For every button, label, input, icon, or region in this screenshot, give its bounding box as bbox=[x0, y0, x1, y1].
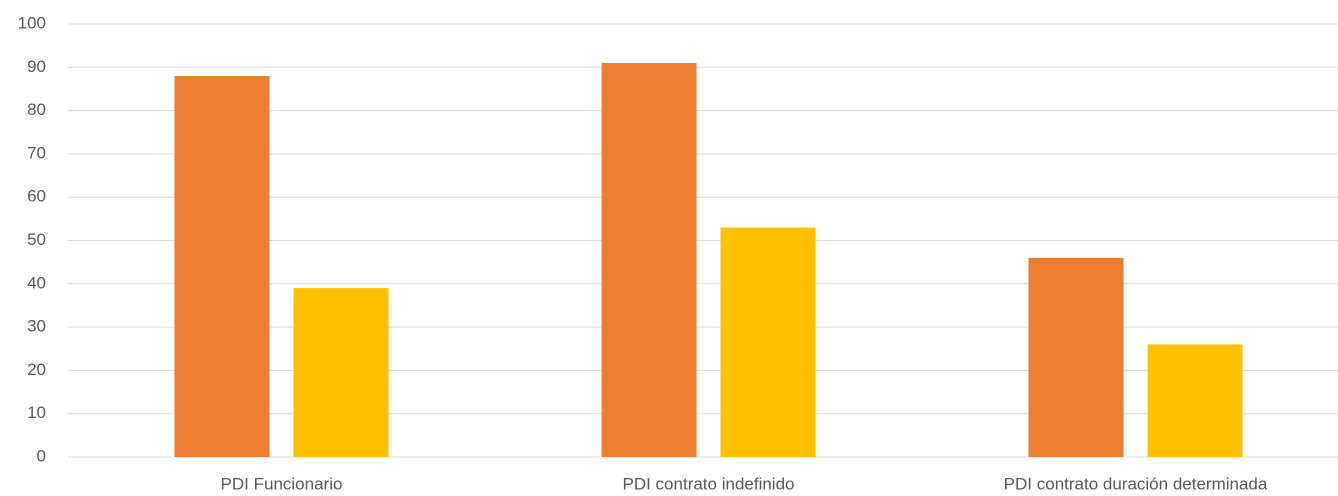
y-tick-label: 0 bbox=[37, 446, 46, 465]
bar bbox=[720, 227, 816, 457]
y-tick-label: 50 bbox=[27, 230, 46, 249]
bar bbox=[293, 288, 389, 457]
y-tick-label: 70 bbox=[27, 143, 46, 162]
bar bbox=[1147, 344, 1243, 457]
bar bbox=[1028, 257, 1124, 457]
x-tick-label: PDI contrato duración determinada bbox=[1004, 474, 1268, 493]
y-tick-label: 30 bbox=[27, 317, 46, 336]
bar bbox=[174, 75, 270, 458]
bar bbox=[601, 62, 697, 457]
y-tick-label: 10 bbox=[27, 403, 46, 422]
y-tick-label: 40 bbox=[27, 273, 46, 292]
y-tick-label: 90 bbox=[27, 57, 46, 76]
y-tick-label: 80 bbox=[27, 100, 46, 119]
x-tick-label: PDI Funcionario bbox=[221, 474, 343, 493]
y-tick-label: 60 bbox=[27, 187, 46, 206]
y-tick-label: 20 bbox=[27, 360, 46, 379]
x-tick-label: PDI contrato indefinido bbox=[623, 474, 795, 493]
y-tick-label: 100 bbox=[18, 13, 46, 32]
